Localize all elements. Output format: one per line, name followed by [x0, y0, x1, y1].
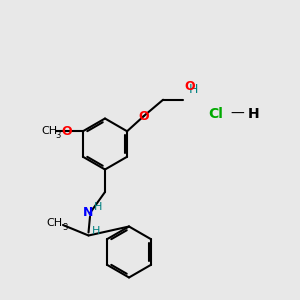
Text: CH: CH — [46, 218, 63, 228]
Text: —: — — [230, 107, 244, 121]
Text: H: H — [189, 83, 198, 96]
Text: CH: CH — [41, 126, 57, 136]
Text: O: O — [62, 125, 72, 138]
Text: H: H — [248, 107, 259, 121]
Text: 3: 3 — [55, 131, 61, 140]
Text: H: H — [92, 226, 100, 236]
Text: N: N — [82, 206, 93, 220]
Text: O: O — [185, 80, 195, 93]
Text: 3: 3 — [62, 224, 67, 232]
Text: H: H — [94, 202, 103, 212]
Text: O: O — [138, 110, 149, 123]
Text: Cl: Cl — [208, 107, 224, 121]
